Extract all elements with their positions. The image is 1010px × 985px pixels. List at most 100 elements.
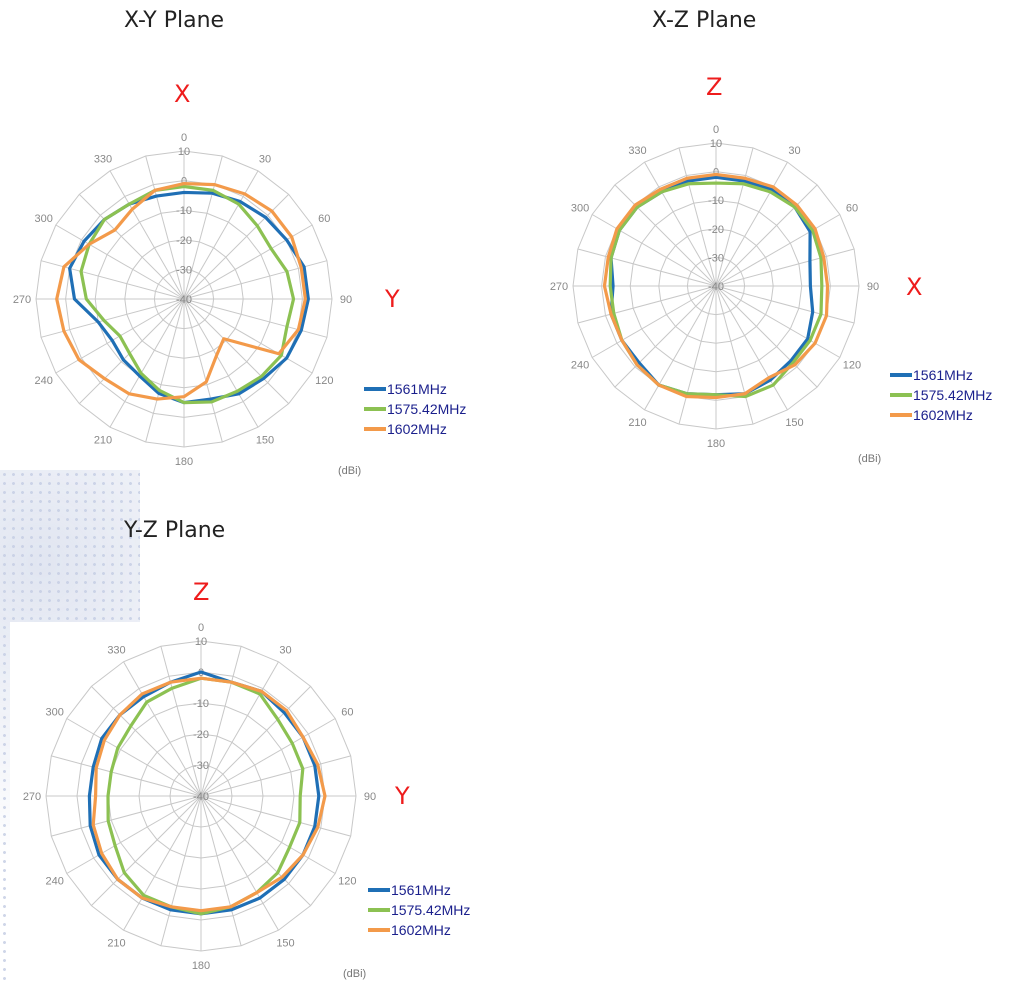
grid-spoke (183, 298, 328, 338)
grid-spoke (200, 661, 279, 797)
legend-item-1561: 1561MHz (890, 365, 992, 385)
legend-swatch-1602 (364, 427, 386, 431)
grid-spoke (591, 214, 717, 287)
grid-spoke (200, 718, 336, 797)
angle-tick-label: 90 (867, 281, 879, 293)
grid-spoke (78, 298, 185, 405)
radial-tick-label: 10 (195, 636, 207, 648)
unit-label-yz: (dBi) (343, 968, 367, 980)
angle-tick-label: 120 (315, 375, 333, 387)
legend-item-1575: 1575.42MHz (890, 385, 992, 405)
angle-tick-label: 150 (276, 937, 294, 949)
grid-spoke (55, 224, 185, 300)
grid-spoke (183, 298, 313, 374)
plane-title-yz: Y-Z Plane (124, 518, 226, 543)
grid-spoke (66, 795, 202, 874)
grid-spoke (66, 718, 202, 797)
decorative-mask (10, 622, 510, 985)
grid-spoke (51, 795, 202, 837)
grid-spoke (200, 795, 242, 946)
angle-tick-label: 30 (279, 645, 291, 657)
angle-tick-label: 180 (192, 960, 210, 972)
grid-spoke (160, 795, 202, 946)
grid-spoke (678, 285, 717, 425)
radial-tick-label: 10 (178, 146, 190, 158)
angle-tick-label: 0 (198, 622, 204, 634)
legend-label-1602: 1602MHz (913, 407, 973, 423)
angle-tick-label: 150 (256, 434, 274, 446)
grid-spoke (715, 285, 754, 425)
legend-item-1602: 1602MHz (364, 419, 466, 439)
radial-tick-label: -40 (708, 281, 724, 293)
grid-spoke (614, 285, 717, 388)
radial-tick-label: -30 (176, 264, 192, 276)
legend-swatch-1575 (364, 407, 386, 411)
series-line-1602MHz (602, 172, 830, 400)
radial-tick-label: -30 (193, 760, 209, 772)
radial-tick-label: -20 (193, 729, 209, 741)
radial-tick-label: -40 (176, 294, 192, 306)
axis-label-top-xz: Z (706, 73, 723, 101)
grid-spoke (715, 285, 841, 358)
grid-spoke (145, 298, 185, 443)
axis-label-top-yz: Z (193, 578, 210, 606)
grid-spoke (715, 248, 855, 287)
plane-title-xz: X-Z Plane (652, 8, 757, 33)
legend-label-1602: 1602MHz (387, 421, 447, 437)
grid-spoke (160, 646, 202, 797)
angle-tick-label: 240 (45, 876, 63, 888)
legend-swatch-1561 (890, 373, 912, 377)
angle-tick-label: 0 (713, 124, 719, 136)
angle-tick-label: 60 (318, 213, 330, 225)
legend-swatch-1561 (364, 387, 386, 391)
angle-tick-label: 240 (571, 360, 589, 372)
angle-tick-label: 270 (13, 294, 31, 306)
grid-spoke (200, 755, 351, 797)
grid-spoke (715, 285, 788, 411)
series-line-1575.42MHz (106, 676, 305, 916)
legend-item-1602: 1602MHz (890, 405, 992, 425)
angle-tick-label: 150 (785, 417, 803, 429)
grid-spoke (200, 795, 336, 874)
radial-tick-label: -30 (708, 252, 724, 264)
plane-title-xy: X-Y Plane (124, 8, 225, 33)
angle-tick-label: 60 (341, 707, 353, 719)
legend-label-1561: 1561MHz (391, 882, 451, 898)
axis-label-right-yz: Y (395, 782, 410, 810)
radial-tick-label: -10 (176, 205, 192, 217)
axis-label-top-xy: X (174, 80, 191, 108)
angle-tick-label: 180 (707, 438, 725, 450)
grid-spoke (200, 686, 311, 797)
grid-spoke (678, 147, 717, 287)
angle-tick-label: 90 (340, 294, 352, 306)
angle-tick-label: 60 (846, 203, 858, 215)
grid-spoke (123, 661, 202, 797)
series-line-1575.42MHz (608, 181, 824, 399)
angle-tick-label: 300 (45, 707, 63, 719)
grid-spoke (183, 298, 259, 428)
series-line-1602MHz (91, 676, 327, 913)
grid-spoke (91, 686, 202, 797)
angle-tick-label: 180 (175, 456, 193, 468)
grid-spoke (715, 214, 841, 287)
grid-spoke (183, 155, 223, 300)
axis-label-right-xy: Y (385, 285, 400, 313)
angle-tick-label: 330 (94, 154, 112, 166)
angle-tick-label: 300 (35, 213, 53, 225)
grid-spoke (715, 147, 754, 287)
grid-spoke (109, 298, 185, 428)
angle-tick-label: 270 (23, 791, 41, 803)
axis-label-right-xz: X (906, 273, 923, 301)
radial-tick-label: -20 (708, 224, 724, 236)
grid-spoke (183, 298, 223, 443)
legend-swatch-1575 (368, 908, 390, 912)
radial-tick-label: -40 (193, 791, 209, 803)
legend-swatch-1561 (368, 888, 390, 892)
grid-spoke (644, 285, 717, 411)
legend-label-1561: 1561MHz (387, 381, 447, 397)
radial-tick-label: 0 (181, 176, 187, 188)
legend-yz: 1561MHz 1575.42MHz 1602MHz (368, 880, 470, 940)
angle-tick-label: 210 (94, 434, 112, 446)
